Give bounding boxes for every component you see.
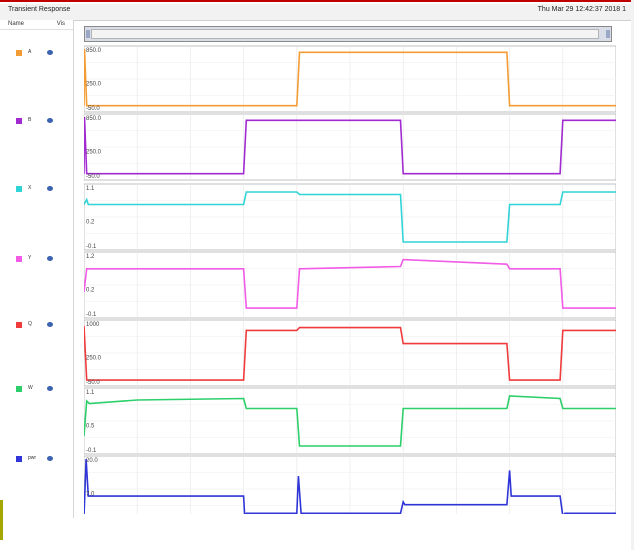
y-tick-label: 7.0 <box>86 492 95 498</box>
legend-item-pwr[interactable]: pwr <box>6 454 73 464</box>
y-tick-label: 850.0 <box>86 48 102 54</box>
legend-item-label: A <box>28 49 32 55</box>
series-line-Q <box>84 325 616 381</box>
y-tick-label: 20.0 <box>86 458 98 464</box>
series-line-A <box>84 48 616 107</box>
waveform-plot-area: 850.0 250.0 -50.0 850.0 250.0 -50.0 1.1 0.2 -0.1… <box>84 44 616 514</box>
legend-item-label: B <box>28 117 32 123</box>
legend-item-A[interactable]: A <box>6 48 73 58</box>
scroll-left-arrow-icon[interactable] <box>86 30 90 38</box>
signal-color-swatch <box>16 186 22 192</box>
visibility-eye-icon[interactable] <box>47 256 53 261</box>
y-tick-label: -0.1 <box>86 448 97 454</box>
scroll-right-arrow-icon[interactable] <box>606 30 610 38</box>
legend-item-B[interactable]: B <box>6 116 73 126</box>
y-tick-label: 0.5 <box>86 424 95 430</box>
signal-color-swatch <box>16 118 22 124</box>
y-tick-label: 1.1 <box>86 186 95 192</box>
signal-legend-panel: Name Vis A B X Y Q W <box>0 20 74 540</box>
legend-item-W[interactable]: W <box>6 384 73 394</box>
panel-marker <box>0 500 3 540</box>
visibility-eye-icon[interactable] <box>47 186 53 191</box>
legend-item-label: Q <box>28 321 32 327</box>
window-title: Transient Response <box>8 6 71 13</box>
window-accent-bar <box>0 0 634 2</box>
y-tick-label: 0.2 <box>86 220 95 226</box>
series-line-pwr <box>84 458 616 514</box>
legend-item-Q[interactable]: Q <box>6 320 73 330</box>
legend-header-vis: Vis <box>56 21 65 27</box>
scroll-track[interactable] <box>91 29 599 39</box>
series-line-B <box>84 116 616 175</box>
waveform-svg: 850.0 250.0 -50.0 850.0 250.0 -50.0 1.1 0.2 -0.1… <box>84 45 616 514</box>
series-line-W <box>84 395 616 447</box>
y-tick-label: 1000 <box>86 322 100 328</box>
legend-header-name: Name <box>8 21 25 27</box>
y-tick-label: -0.1 <box>86 312 97 318</box>
visibility-eye-icon[interactable] <box>47 386 53 391</box>
signal-color-swatch <box>16 50 22 56</box>
y-tick-label: 1.1 <box>86 390 95 396</box>
y-tick-label: -50.0 <box>86 106 100 112</box>
legend-item-label: W <box>28 385 33 391</box>
right-border <box>631 0 634 550</box>
legend-header: Name Vis <box>0 20 73 30</box>
legend-item-label: X <box>28 185 32 191</box>
y-tick-label: 0.2 <box>86 288 95 294</box>
y-tick-label: 250.0 <box>86 356 102 362</box>
timestamp: Thu Mar 29 12:42:37 2018 1 <box>537 6 626 13</box>
series-line-X <box>84 191 616 243</box>
legend-item-label: pwr <box>28 455 37 461</box>
y-tick-label: 1.2 <box>86 254 95 260</box>
signal-color-swatch <box>16 322 22 328</box>
signal-color-swatch <box>16 256 22 262</box>
y-tick-label: 850.0 <box>86 116 102 122</box>
visibility-eye-icon[interactable] <box>47 50 53 55</box>
visibility-eye-icon[interactable] <box>47 456 53 461</box>
legend-item-label: Y <box>28 255 32 261</box>
y-tick-label: 250.0 <box>86 82 102 88</box>
y-tick-label: -0.1 <box>86 244 97 250</box>
series-line-Y <box>84 258 616 309</box>
y-tick-label: -50.0 <box>86 380 100 386</box>
time-scroll-strip[interactable] <box>84 26 612 42</box>
legend-item-Y[interactable]: Y <box>6 254 73 264</box>
legend-item-X[interactable]: X <box>6 184 73 194</box>
visibility-eye-icon[interactable] <box>47 322 53 327</box>
y-tick-label: 250.0 <box>86 150 102 156</box>
visibility-eye-icon[interactable] <box>47 118 53 123</box>
signal-color-swatch <box>16 456 22 462</box>
signal-color-swatch <box>16 386 22 392</box>
title-bar: Transient Response Thu Mar 29 12:42:37 2… <box>0 4 634 21</box>
y-tick-label: -50.0 <box>86 174 100 180</box>
